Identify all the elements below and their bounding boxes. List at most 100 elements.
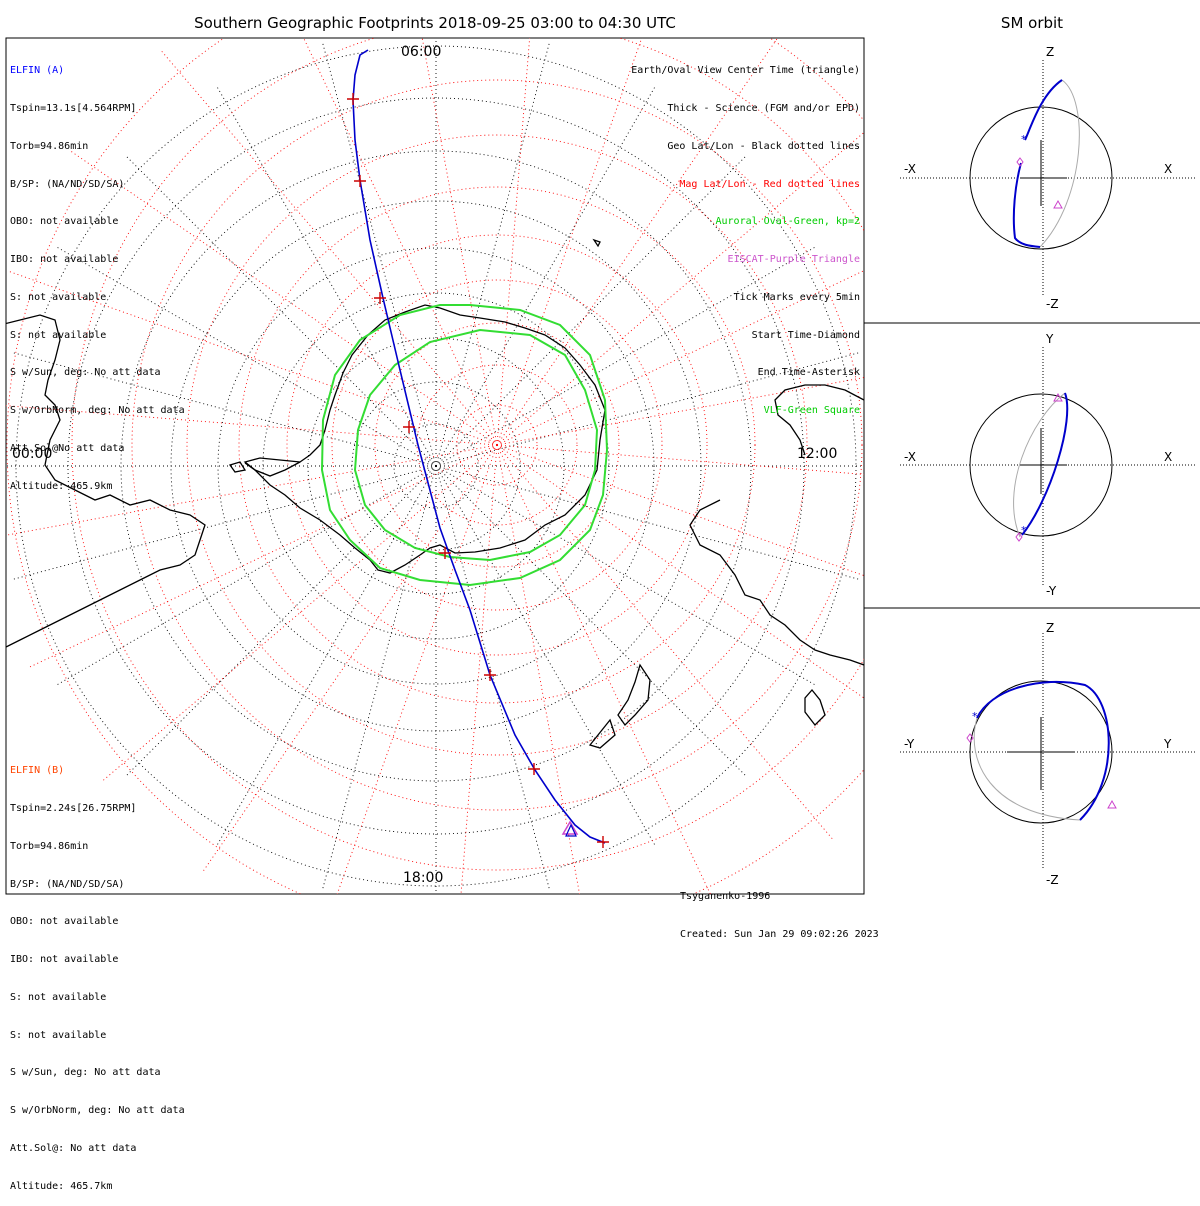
info-line: Altitude: 465.9km bbox=[10, 480, 113, 492]
legend-item: End Time-Asterisk bbox=[757, 367, 860, 379]
geo-longitude-line bbox=[435, 465, 551, 892]
info-line: B/SP: (NA/ND/SD/SA) bbox=[10, 178, 125, 190]
legend-item: Mag Lat/Lon - Red dotted lines bbox=[679, 178, 860, 190]
elfin-a-info: ELFIN (A) Tspin=13.1s[4.564RPM] Torb=94.… bbox=[10, 40, 185, 506]
footprint-map: * * * bbox=[5, 37, 1200, 895]
panel-2-right-label: X bbox=[1164, 450, 1173, 464]
info-line: S w/Sun, deg: No att data bbox=[10, 367, 161, 379]
sm-panel-3: * bbox=[900, 633, 1195, 870]
mag-longitude-line bbox=[496, 444, 835, 842]
geo-longitude-line bbox=[124, 154, 437, 467]
info-line: S: not available bbox=[10, 1029, 107, 1041]
australia-coast bbox=[689, 499, 864, 666]
geo-longitude-line bbox=[124, 465, 437, 778]
eiscat-triangle bbox=[1053, 392, 1063, 402]
geo-grid bbox=[6, 38, 864, 894]
hour-label-bottom: 18:00 bbox=[403, 870, 444, 886]
panel-1-right-label: X bbox=[1164, 162, 1173, 176]
info-line: S w/Sun, deg: No att data bbox=[10, 1067, 161, 1079]
mag-longitude-line bbox=[421, 38, 498, 446]
geo-longitude-line bbox=[435, 465, 657, 848]
island-1 bbox=[592, 238, 601, 248]
mag-longitude-line bbox=[303, 38, 498, 446]
panel-3-top-label: Z bbox=[1046, 621, 1055, 635]
info-line: S w/OrbNorm, deg: No att data bbox=[10, 1105, 185, 1117]
mag-longitude-line bbox=[496, 377, 864, 446]
mag-longitude-line bbox=[496, 444, 580, 894]
elfin-b-info: ELFIN (B) Tspin=2.24s[26.75RPM] Torb=94.… bbox=[10, 740, 185, 1206]
info-line: S: not available bbox=[10, 991, 107, 1003]
panel-1-left-label: -X bbox=[904, 162, 916, 176]
start-diamond bbox=[966, 733, 974, 743]
info-line: Tspin=2.24s[26.75RPM] bbox=[10, 802, 137, 814]
geo-longitude-line bbox=[435, 465, 748, 778]
tick-mark bbox=[354, 175, 366, 187]
time-tick-marks bbox=[347, 93, 609, 848]
orbit-front bbox=[976, 681, 1110, 821]
geo-longitude-line bbox=[435, 465, 818, 687]
orbit-front bbox=[1012, 79, 1063, 248]
end-asterisk: * bbox=[1021, 133, 1027, 146]
geo-longitude-line bbox=[54, 245, 437, 467]
mag-latitude-circle bbox=[238, 186, 756, 704]
tasmania-coast bbox=[804, 688, 826, 726]
info-line: IBO: not available bbox=[10, 954, 119, 966]
mag-latitude-circle bbox=[286, 234, 708, 656]
info-line: S: not available bbox=[10, 329, 107, 341]
earth-circle bbox=[969, 393, 1113, 537]
tick-mark bbox=[403, 421, 415, 433]
geo-longitude-line bbox=[435, 351, 862, 467]
africa-coast bbox=[774, 384, 864, 456]
island-2 bbox=[228, 461, 247, 473]
info-line: Att.Sol@No att data bbox=[10, 443, 125, 454]
auroral-oval-inner bbox=[353, 328, 599, 562]
sm-panel-2: * bbox=[900, 347, 1195, 585]
end-asterisk: * bbox=[972, 710, 978, 723]
panel-1-top-label: Z bbox=[1046, 45, 1055, 59]
geo-longitude-line bbox=[54, 465, 437, 687]
hour-label-left: 00:00 bbox=[12, 446, 53, 462]
tick-mark bbox=[347, 93, 359, 105]
earth-circle bbox=[969, 106, 1113, 250]
info-line: S: not available bbox=[10, 291, 107, 303]
sm-panel-1: * bbox=[900, 60, 1195, 297]
tick-mark bbox=[597, 836, 609, 848]
mag-longitude-line bbox=[336, 444, 498, 894]
geo-latitude-circle bbox=[120, 150, 752, 782]
panel-1-bottom-label: -Z bbox=[1046, 297, 1059, 311]
mag-latitude-circle bbox=[456, 404, 538, 486]
auroral-ovals bbox=[320, 304, 609, 587]
south-america-coast bbox=[6, 314, 206, 648]
mag-longitude-line bbox=[201, 444, 498, 874]
geo-longitude-line bbox=[215, 465, 437, 848]
elfin-b-name: ELFIN (B) bbox=[10, 765, 65, 777]
eiscat-triangle bbox=[1107, 799, 1117, 809]
mag-longitude-line bbox=[6, 444, 498, 536]
hour-label-top: 06:00 bbox=[401, 44, 442, 60]
geo-longitude-line bbox=[435, 40, 551, 467]
legend-item: Start Time-Diamond bbox=[751, 329, 860, 341]
mag-longitude-line bbox=[496, 38, 531, 446]
geo-longitude-line bbox=[435, 154, 748, 467]
mag-longitude-line bbox=[496, 270, 864, 446]
tick-mark bbox=[528, 763, 540, 775]
start-diamond bbox=[1016, 157, 1024, 167]
mag-longitude-line bbox=[496, 131, 864, 446]
mag-longitude-line bbox=[6, 270, 498, 446]
mag-latitude-circle bbox=[374, 322, 620, 568]
tick-mark bbox=[374, 292, 386, 304]
model-name: Tsyganenko-1996 bbox=[680, 891, 771, 903]
mag-latitude-circle bbox=[331, 279, 663, 611]
mag-longitude-line bbox=[496, 38, 643, 446]
geo-longitude-line bbox=[321, 40, 437, 467]
created-timestamp: Created: Sun Jan 29 09:02:26 2023 bbox=[680, 928, 879, 940]
mag-longitude-line bbox=[496, 444, 864, 699]
info-line: OBO: not available bbox=[10, 216, 119, 228]
map-title: Southern Geographic Footprints 2018-09-2… bbox=[194, 14, 676, 32]
info-line: Altitude: 465.7km bbox=[10, 1180, 113, 1192]
panel-3-bottom-label: -Z bbox=[1046, 873, 1059, 887]
start-diamond bbox=[1015, 532, 1023, 542]
legend-item: Auroral Oval-Green, kp=2 bbox=[715, 216, 861, 228]
legend-item: Thick - Science (FGM and/or EPD) bbox=[667, 102, 860, 114]
info-line: S w/OrbNorm, deg: No att data bbox=[10, 405, 185, 417]
